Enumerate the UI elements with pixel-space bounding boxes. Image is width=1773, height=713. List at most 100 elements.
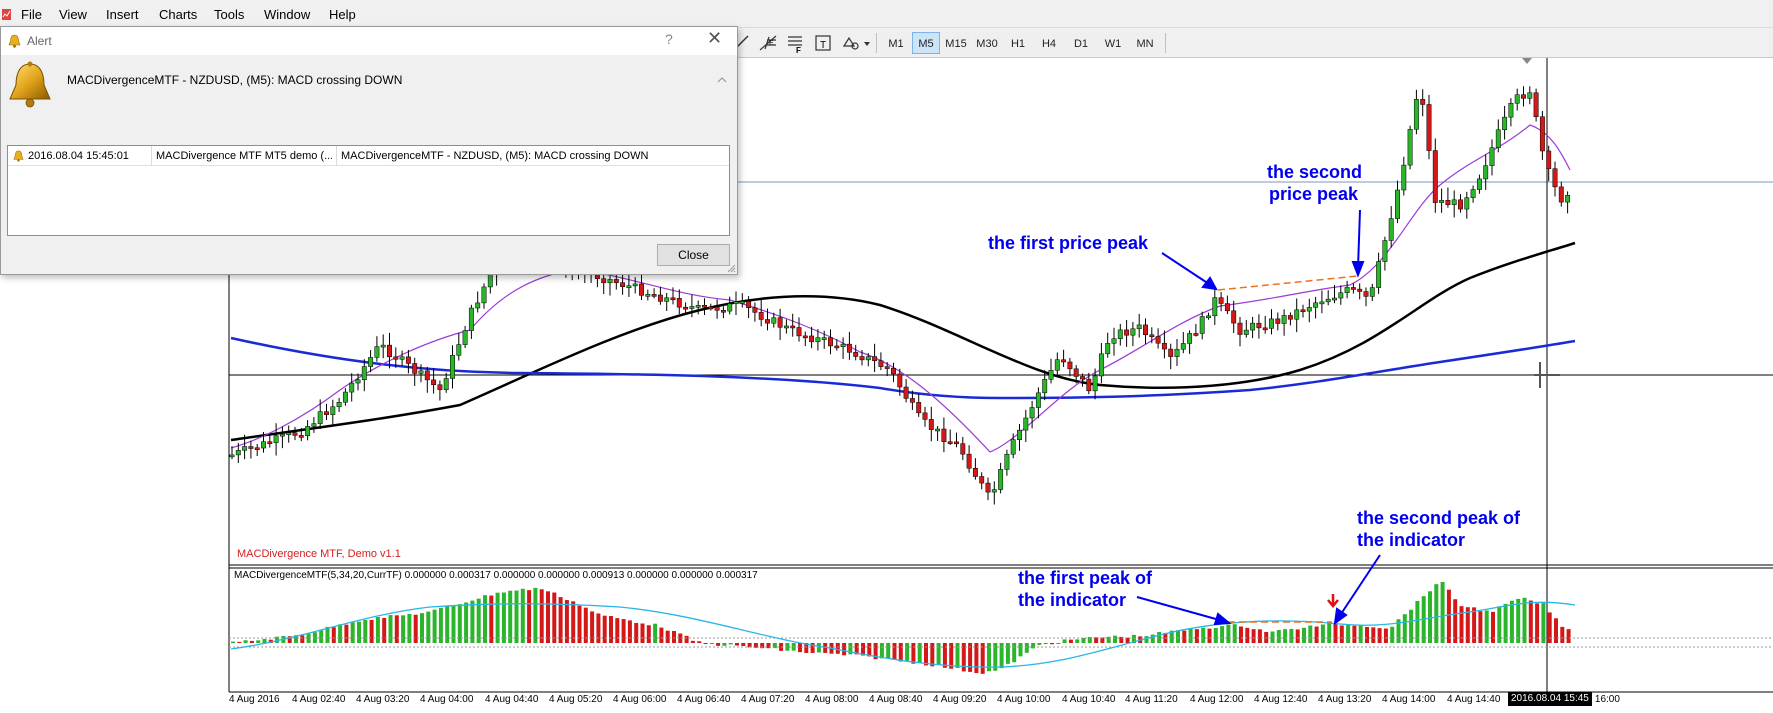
tf-d1[interactable]: D1 [1067, 32, 1095, 54]
histogram-bar [1516, 598, 1521, 643]
tf-m15[interactable]: M15 [942, 32, 970, 54]
histogram-bar [672, 630, 676, 643]
fibo-fan-icon[interactable]: F [784, 32, 806, 54]
tf-m5[interactable]: M5 [912, 32, 940, 54]
candle [916, 402, 922, 414]
large-bell-icon [9, 61, 51, 108]
candle [676, 298, 682, 308]
menu-charts[interactable]: Charts [159, 7, 198, 22]
histogram-bar [501, 592, 506, 643]
alert-dialog: Alert ? ✕ MACDivergenceMTF - NZDUSD, (M5… [0, 26, 738, 275]
histogram-bar [1037, 643, 1042, 645]
candle [657, 294, 663, 302]
histogram-bar [1220, 626, 1225, 643]
alert-list-row[interactable]: 2016.08.04 15:45:01 MACDivergence MTF MT… [8, 146, 729, 166]
candle [1212, 297, 1218, 317]
candle [1262, 327, 1268, 331]
candle [891, 367, 896, 375]
fibonacci-icon[interactable]: E [757, 32, 779, 54]
candle [1350, 287, 1356, 290]
tf-mn[interactable]: MN [1131, 32, 1159, 54]
histogram-bar [835, 643, 840, 654]
candle [1514, 94, 1520, 104]
candle [1199, 316, 1205, 334]
histogram-bar [1087, 636, 1092, 643]
histogram-bar [1012, 643, 1017, 663]
candle [1218, 297, 1224, 304]
text-label-icon[interactable]: T [812, 32, 834, 54]
histogram-bar [1094, 637, 1099, 643]
candle [714, 306, 720, 311]
tf-m1[interactable]: M1 [882, 32, 910, 54]
menu-insert[interactable]: Insert [106, 7, 139, 22]
candle [336, 401, 342, 408]
histogram-bar [325, 626, 330, 643]
time-axis-label: 4 Aug 08:00 [805, 694, 859, 705]
alert-list: 2016.08.04 15:45:01 MACDivergence MTF MT… [7, 145, 730, 236]
candle [645, 294, 651, 297]
histogram-bar [426, 611, 431, 643]
shapes-icon[interactable] [840, 32, 862, 54]
tf-h4[interactable]: H4 [1035, 32, 1063, 54]
alert-titlebar[interactable]: Alert ? ✕ [1, 27, 737, 55]
menu-tools[interactable]: Tools [214, 7, 245, 22]
candle [399, 356, 405, 360]
menu-file[interactable]: File [21, 7, 42, 22]
candle [273, 435, 279, 444]
menu-help[interactable]: Help [329, 7, 356, 22]
histogram-bar [571, 601, 576, 643]
histogram-bar [1478, 611, 1483, 643]
histogram-bar [552, 592, 557, 643]
candle [424, 370, 430, 381]
histogram-bar [1283, 629, 1288, 643]
tf-m30[interactable]: M30 [973, 32, 1001, 54]
histogram-bar [703, 643, 708, 644]
candle [1281, 315, 1287, 324]
candle [1521, 94, 1526, 99]
histogram-bar [1018, 643, 1023, 657]
candle [1476, 178, 1482, 190]
histogram-bar [1320, 624, 1325, 643]
histogram-bar [1396, 619, 1401, 643]
menu-view[interactable]: View [59, 7, 87, 22]
sell-signal-arrow-icon [1327, 594, 1339, 608]
candle [254, 447, 260, 450]
menu-window[interactable]: Window [264, 7, 311, 22]
candle [1161, 342, 1167, 350]
help-icon[interactable]: ? [665, 31, 673, 47]
candle [1287, 315, 1293, 320]
histogram-bar [1289, 628, 1294, 643]
candle [1061, 359, 1067, 363]
candle [1010, 439, 1016, 455]
tf-h1[interactable]: H1 [1004, 32, 1032, 54]
column-separator [336, 146, 337, 166]
histogram-bar [999, 643, 1004, 669]
candle [1363, 291, 1369, 297]
candle [1313, 302, 1319, 308]
dropdown-icon[interactable] [862, 32, 872, 54]
histogram-bar [1327, 622, 1332, 643]
candle [620, 282, 626, 287]
annotation-second-indicator-peak-line1: the second peak of [1357, 508, 1521, 528]
close-button[interactable]: Close [657, 244, 730, 266]
indicator-info: MACDivergenceMTF(5,34,20,CurrTF) 0.00000… [234, 570, 758, 581]
histogram-bar [1081, 637, 1086, 643]
candle [708, 306, 714, 310]
histogram-bar [262, 638, 267, 643]
candle [1332, 297, 1337, 301]
candle [412, 363, 418, 374]
histogram-bar [1106, 636, 1111, 643]
close-icon[interactable]: ✕ [707, 28, 723, 48]
time-axis-label: 4 Aug 04:00 [420, 694, 474, 705]
histogram-bar [659, 627, 664, 643]
histogram-bar [980, 643, 985, 674]
tf-w1[interactable]: W1 [1099, 32, 1127, 54]
histogram-bar [508, 590, 513, 643]
candle [279, 433, 285, 437]
resize-grip-icon[interactable] [726, 263, 736, 273]
menu-bar: File View Insert Charts Tools Window Hel… [0, 0, 1773, 28]
histogram-bar [1157, 632, 1162, 643]
candle [1180, 343, 1186, 350]
histogram-bar [1314, 626, 1319, 643]
